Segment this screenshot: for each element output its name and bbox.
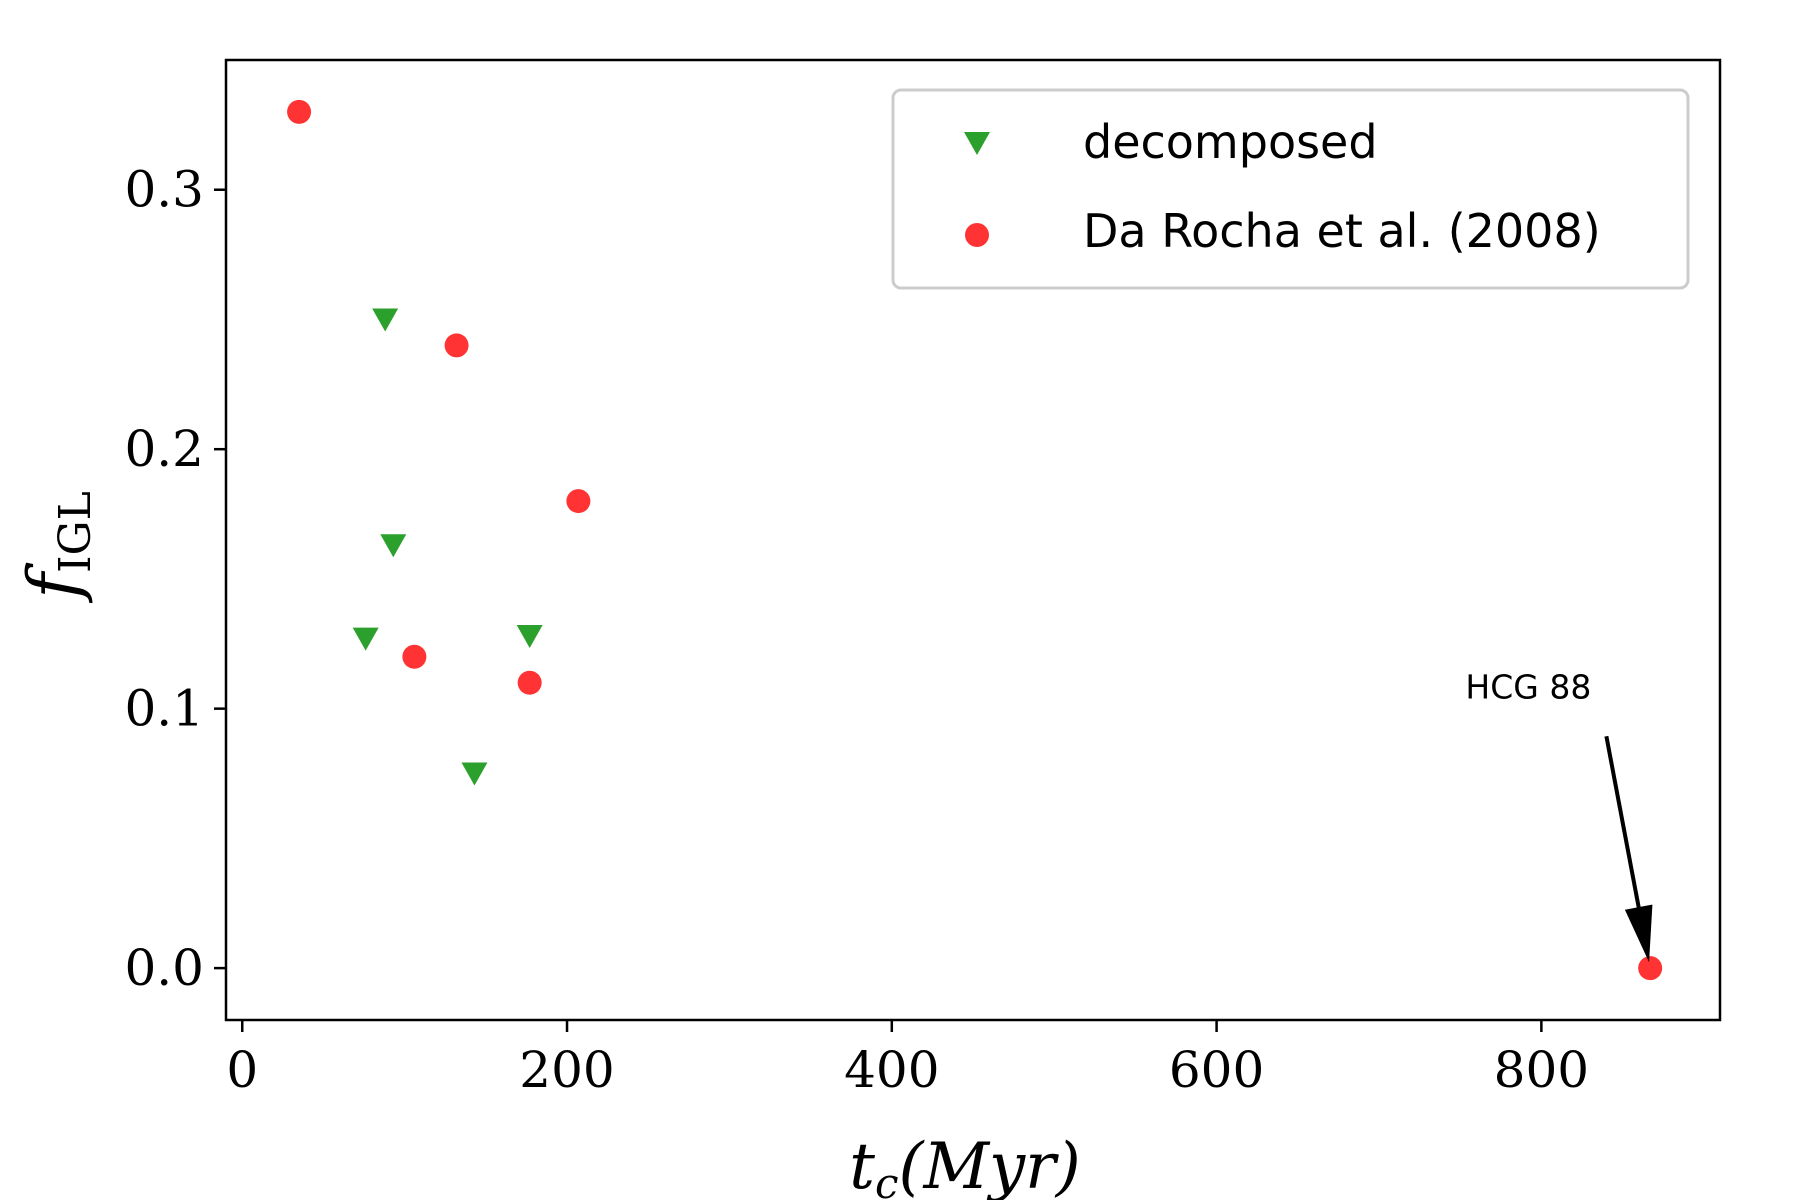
legend-marker-da-rocha: [965, 223, 989, 247]
legend-frame: [891, 88, 1690, 290]
y-tick-label: 0.1: [124, 680, 204, 738]
legend-marker-decomposed: [964, 132, 990, 155]
y-tick-label: 0.2: [124, 420, 204, 478]
legend-label-da-rocha: Da Rocha et al. (2008): [1083, 204, 1601, 258]
data-point-triangle: [372, 308, 399, 332]
data-point-circle: [444, 333, 469, 358]
legend: decomposed Da Rocha et al. (2008): [891, 88, 1690, 290]
x-tick-label: 0: [226, 1041, 258, 1099]
data-point-circle: [402, 644, 427, 669]
x-tick-label: 800: [1494, 1041, 1589, 1099]
data-point-circle: [287, 99, 312, 124]
x-tick-label: 200: [519, 1041, 614, 1099]
data-point-circle: [517, 670, 542, 695]
x-tick-label: 600: [1169, 1041, 1264, 1099]
x-tick-label: 400: [844, 1041, 939, 1099]
data-point-circle: [566, 489, 591, 514]
x-axis-title: tc(Myr): [849, 1130, 1080, 1200]
annotation-arrowhead: [1624, 904, 1653, 963]
annotation-label: HCG 88: [1465, 667, 1591, 706]
data-point-triangle: [380, 534, 407, 558]
data-points: [287, 99, 1663, 981]
legend-label-decomposed: decomposed: [1083, 115, 1378, 169]
data-point-circle: [1638, 956, 1663, 981]
data-point-triangle: [352, 627, 379, 651]
y-tick-label: 0.3: [124, 161, 204, 219]
annotations: HCG 88: [1465, 667, 1653, 963]
y-axis-title: fIGL: [13, 491, 101, 604]
data-point-triangle: [461, 762, 488, 786]
data-point-triangle: [516, 625, 543, 648]
y-tick-label: 0.0: [124, 939, 204, 997]
axis-ticks: 0 200 400 600 800 0.0 0.1 0.2 0.3: [124, 161, 1589, 1099]
plot-area: [224, 58, 1722, 1022]
